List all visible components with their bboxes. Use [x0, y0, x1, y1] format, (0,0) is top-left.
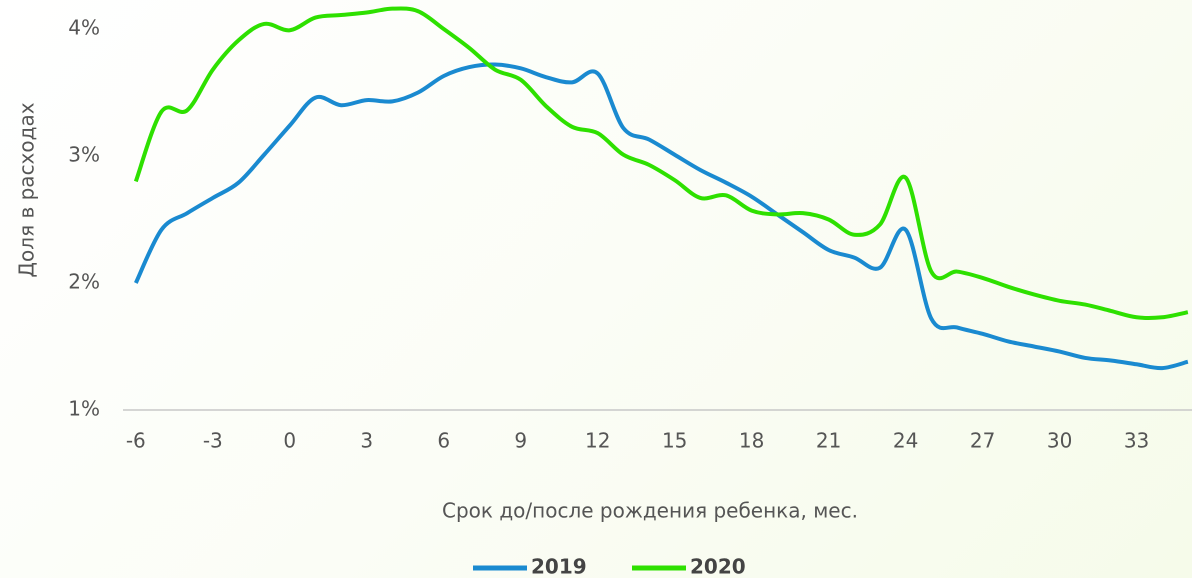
x-tick-label: 6 — [437, 429, 450, 453]
x-tick-label: 12 — [585, 429, 610, 453]
y-tick-label: 3% — [68, 143, 100, 167]
x-tick-label: 18 — [739, 429, 764, 453]
x-tick-label: -3 — [203, 429, 223, 453]
y-axis-label: Доля в расходах — [15, 102, 39, 277]
series-line — [133, 6, 1189, 321]
x-tick-label: 21 — [816, 429, 841, 453]
legend-text: 2020 — [690, 555, 746, 578]
x-tick-label: 9 — [514, 429, 527, 453]
x-tick-label: 15 — [662, 429, 687, 453]
y-tick-label: 1% — [68, 397, 100, 421]
x-tick-label: -6 — [126, 429, 146, 453]
y-tick-label: 2% — [68, 270, 100, 294]
x-tick-label: 33 — [1124, 429, 1149, 453]
legend-text: 2019 — [531, 555, 587, 578]
y-tick-label: 4% — [68, 16, 100, 40]
x-tick-label: 24 — [893, 429, 918, 453]
x-tick-label: 27 — [970, 429, 995, 453]
x-axis-label: Срок до/после рождения ребенка, мес. — [442, 499, 858, 523]
x-tick-label: 0 — [283, 429, 296, 453]
x-tick-label: 3 — [360, 429, 373, 453]
series-line — [134, 62, 1189, 371]
x-tick-label: 30 — [1047, 429, 1072, 453]
